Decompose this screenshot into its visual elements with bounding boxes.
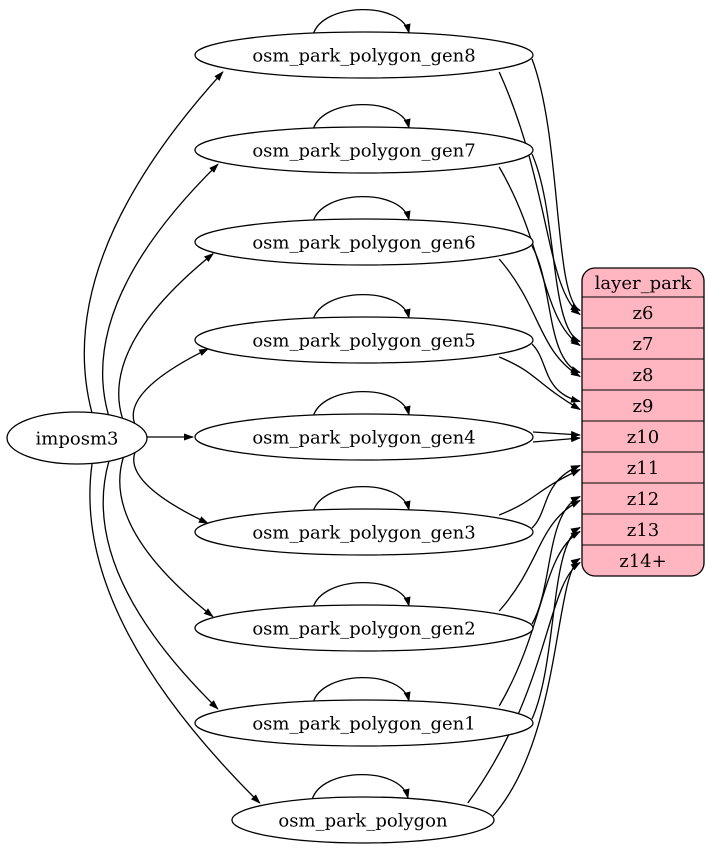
source-edge: [132, 348, 209, 424]
record-edge: [498, 468, 581, 516]
record-edge: [498, 530, 581, 707]
self-loop-edge: [312, 196, 411, 223]
record-edge: [492, 557, 581, 817]
table-node-osm_park_polygon_gen2: osm_park_polygon_gen2: [194, 604, 534, 652]
record-row-label-z10: z10: [627, 427, 659, 448]
source-node-ellipse: [6, 411, 148, 465]
record-edge: [531, 153, 581, 343]
self-loop-edge: [312, 677, 411, 704]
record-edge: [498, 71, 581, 316]
record-edge: [498, 499, 581, 612]
record-edge: [467, 561, 581, 804]
source-edge: [119, 457, 214, 618]
table-node-osm_park_polygon_gen8: osm_park_polygon_gen8: [194, 31, 534, 79]
self-loop-edge: [312, 486, 411, 513]
table-node-osm_park_polygon_gen3: osm_park_polygon_gen3: [194, 508, 534, 556]
table-node-ellipse: [194, 604, 534, 652]
self-loop-edge: [312, 9, 411, 36]
record-row-label-z9: z9: [633, 396, 654, 417]
record-row-label-z13: z13: [627, 520, 659, 541]
table-node-label: osm_park_polygon: [278, 811, 448, 832]
self-loop-edge: [312, 582, 411, 609]
table-node-osm_park_polygon_gen6: osm_park_polygon_gen6: [194, 218, 534, 266]
table-node-label: osm_park_polygon_gen7: [252, 141, 475, 162]
table-node-osm_park_polygon_gen5: osm_park_polygon_gen5: [194, 316, 534, 364]
self-loop-edge: [311, 774, 410, 801]
record-row-label-z7: z7: [633, 334, 654, 355]
self-loop-edge: [312, 391, 411, 418]
table-node-osm_park_polygon_gen4: osm_park_polygon_gen4: [194, 413, 534, 461]
table-node-osm_park_polygon_gen7: osm_park_polygon_gen7: [194, 126, 534, 174]
table-node-ellipse: [194, 218, 534, 266]
table-node-label: osm_park_polygon_gen2: [252, 619, 475, 640]
table-node-ellipse: [194, 508, 534, 556]
source-edge: [102, 163, 219, 415]
table-node-ellipse: [231, 796, 495, 844]
table-node-label: osm_park_polygon_gen1: [252, 714, 475, 735]
record-edge: [531, 58, 581, 312]
table-node-osm_park_polygon_gen1: osm_park_polygon_gen1: [194, 699, 534, 747]
table-node-ellipse: [194, 699, 534, 747]
table-node-osm_park_polygon: osm_park_polygon: [231, 796, 495, 844]
record-edge: [498, 258, 581, 378]
record-row-label-z8: z8: [633, 365, 654, 386]
table-node-label: osm_park_polygon_gen5: [252, 331, 475, 352]
table-node-ellipse: [194, 316, 534, 364]
record-title: layer_park: [595, 273, 693, 294]
edges-layer: [83, 9, 581, 817]
source-edge: [133, 452, 209, 524]
record-node-layer_park: layer_park z6 z7 z8 z9 z10 z11 z12 z13 z14+: [581, 267, 705, 577]
record-edge: [498, 356, 581, 411]
source-edge: [102, 461, 219, 710]
record-edge: [532, 435, 581, 443]
source-node-label: imposm3: [36, 429, 119, 450]
record-edge: [531, 464, 581, 529]
record-edge: [532, 430, 581, 438]
source-edge: [118, 252, 214, 419]
table-node-ellipse: [194, 31, 534, 79]
nodes-layer: imposm3 osm_park_polygon_gen8 osm_park_pol…: [6, 31, 705, 844]
source-edge: [89, 463, 261, 804]
table-node-ellipse: [194, 126, 534, 174]
table-node-label: osm_park_polygon_gen3: [252, 523, 475, 544]
table-node-label: osm_park_polygon_gen8: [252, 46, 475, 67]
record-edge: [531, 526, 581, 720]
record-row-label-z14plus: z14+: [619, 551, 666, 572]
record-edge: [531, 245, 581, 374]
record-node-box: [581, 267, 705, 577]
source-edge: [83, 71, 224, 413]
record-edge: [531, 343, 581, 403]
record-row-label-z11: z11: [627, 458, 659, 479]
source-node-imposm3: imposm3: [6, 411, 148, 465]
self-loop-edge: [312, 104, 411, 131]
record-row-label-z6: z6: [633, 303, 654, 324]
table-node-label: osm_park_polygon_gen6: [252, 233, 475, 254]
record-edge: [498, 166, 581, 347]
table-node-label: osm_park_polygon_gen4: [252, 428, 475, 449]
record-row-label-z12: z12: [627, 489, 659, 510]
table-node-ellipse: [194, 413, 534, 461]
self-loop-edge: [312, 294, 411, 321]
